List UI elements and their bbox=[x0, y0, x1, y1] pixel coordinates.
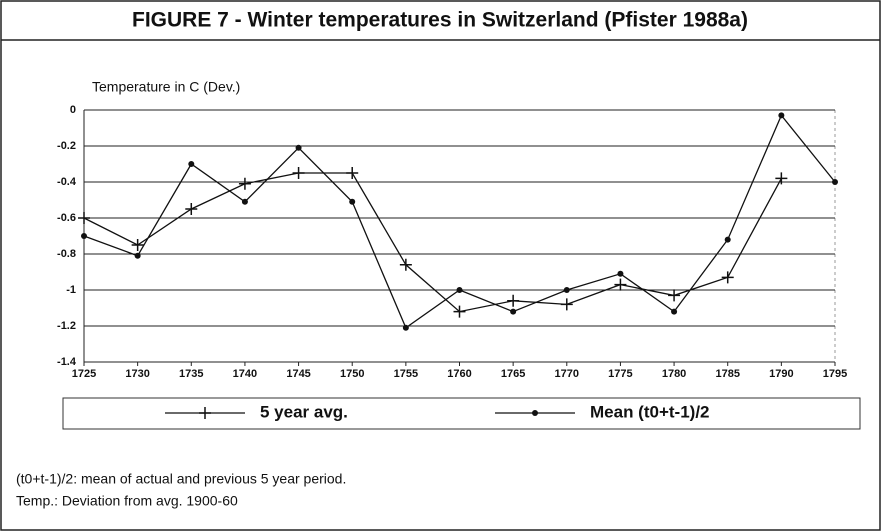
marker bbox=[349, 198, 356, 205]
marker bbox=[238, 177, 251, 190]
x-tick-label: 1785 bbox=[715, 368, 739, 380]
marker bbox=[778, 112, 785, 119]
y-tick-label: -0.4 bbox=[57, 176, 77, 188]
marker bbox=[456, 287, 463, 293]
marker bbox=[617, 270, 624, 277]
x-tick-label: 1740 bbox=[233, 368, 257, 380]
marker bbox=[134, 252, 141, 259]
marker bbox=[721, 271, 734, 284]
x-tick-label: 1780 bbox=[662, 368, 686, 380]
marker bbox=[241, 198, 248, 205]
marker bbox=[295, 144, 302, 151]
y-tick-label: -1.2 bbox=[57, 320, 76, 332]
chart-title: FIGURE 7 - Winter temperatures in Switze… bbox=[132, 9, 748, 32]
marker bbox=[78, 212, 90, 224]
x-tick-label: 1760 bbox=[447, 368, 471, 380]
x-tick-label: 1755 bbox=[394, 368, 418, 380]
y-axis-label: Temperature in C (Dev.) bbox=[92, 79, 240, 95]
x-tick-label: 1775 bbox=[608, 368, 632, 380]
marker bbox=[346, 167, 359, 179]
legend-label: Mean (t0+t-1)/2 bbox=[590, 402, 710, 421]
x-tick-label: 1770 bbox=[555, 368, 579, 380]
legend-box bbox=[62, 397, 861, 430]
note: Temp.: Deviation from avg. 1900-60 bbox=[16, 493, 238, 509]
x-tick-label: 1745 bbox=[286, 368, 310, 380]
x-tick-label: 1730 bbox=[125, 368, 149, 380]
y-tick-label: -1 bbox=[66, 284, 76, 296]
series-line bbox=[83, 172, 782, 313]
marker bbox=[671, 308, 678, 315]
marker bbox=[402, 324, 409, 331]
y-tick-label: -0.6 bbox=[57, 212, 76, 224]
x-tick-label: 1725 bbox=[72, 368, 96, 380]
y-tick-label: -0.8 bbox=[57, 248, 76, 260]
marker bbox=[453, 305, 466, 318]
series-line bbox=[83, 114, 836, 329]
x-tick-label: 1790 bbox=[769, 368, 793, 380]
y-tick-label: -1.4 bbox=[57, 356, 77, 368]
y-tick-label: -0.2 bbox=[57, 140, 76, 152]
marker bbox=[199, 407, 211, 419]
marker bbox=[507, 294, 520, 307]
marker bbox=[563, 287, 570, 293]
marker bbox=[292, 167, 305, 179]
marker bbox=[81, 233, 87, 239]
marker bbox=[188, 161, 195, 167]
marker bbox=[724, 236, 731, 243]
marker bbox=[185, 203, 198, 215]
marker bbox=[532, 410, 538, 416]
marker bbox=[668, 289, 681, 302]
legend-label: 5 year avg. bbox=[260, 402, 348, 421]
note: (t0+t-1)/2: mean of actual and previous … bbox=[16, 471, 346, 487]
marker bbox=[775, 172, 788, 185]
x-tick-label: 1795 bbox=[823, 368, 847, 380]
marker bbox=[832, 179, 838, 185]
x-tick-label: 1750 bbox=[340, 368, 364, 380]
marker bbox=[510, 308, 517, 315]
marker bbox=[131, 239, 144, 251]
marker bbox=[399, 258, 412, 271]
x-tick-label: 1765 bbox=[501, 368, 525, 380]
x-tick-label: 1735 bbox=[179, 368, 203, 380]
marker bbox=[614, 278, 627, 291]
marker bbox=[560, 298, 573, 311]
y-tick-label: 0 bbox=[70, 104, 76, 116]
